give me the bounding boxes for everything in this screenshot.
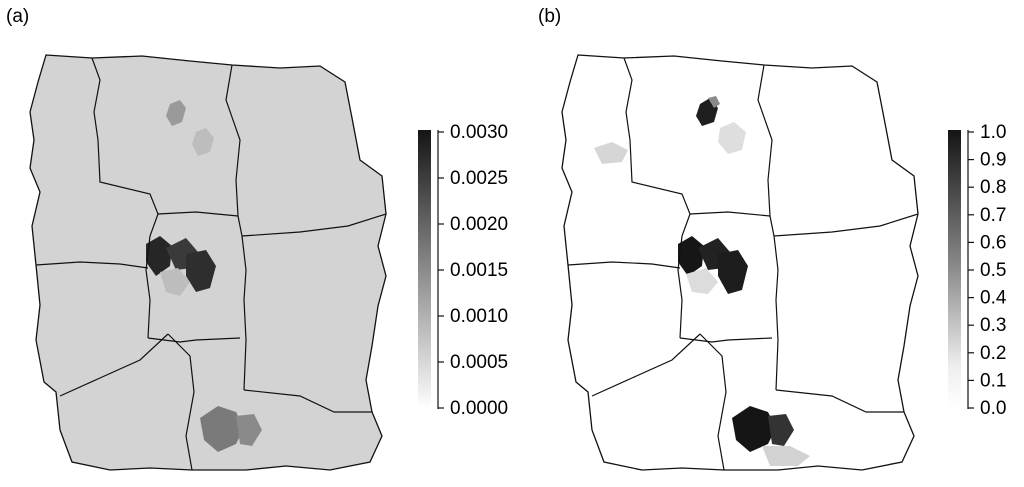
- panel-a-colorbar-tick-label: 0.0015: [450, 260, 508, 281]
- panel-b-colorbar-tick-label: 0.8: [980, 177, 1006, 198]
- panel-b: (b): [538, 6, 1007, 471]
- panel-b-label: (b): [538, 6, 561, 27]
- panel-a-colorbar: 0.0030 0.0025 0.0020 0.0015 0.0010 0.0005 0.00…: [418, 122, 508, 419]
- panel-b-hotspot-center: [678, 236, 748, 294]
- panel-a-colorbar-tick-label: 0.0030: [450, 122, 508, 143]
- panel-a-map: [29, 54, 387, 471]
- panel-b-colorbar: 1.0 0.9 0.8 0.7 0.6 0.5 0.4 0.3 0.2 0.1 0.0: [948, 122, 1007, 419]
- panel-b-colorbar-tick-label: 0.1: [980, 370, 1006, 391]
- panel-b-colorbar-tick-label: 0.2: [980, 343, 1006, 364]
- panel-b-colorbar-tick-label: 0.6: [980, 232, 1006, 253]
- panel-b-colorbar-tick-label: 0.0: [980, 398, 1006, 419]
- panel-a-colorbar-tick-label: 0.0000: [450, 398, 508, 419]
- panel-b-hotspot-south: [732, 406, 810, 466]
- panel-b-colorbar-tick-label: 0.7: [980, 205, 1006, 226]
- panel-a-colorbar-ramp: [418, 130, 431, 408]
- panel-a-hotspot-north: [166, 100, 214, 156]
- panel-b-colorbar-tick-label: 0.9: [980, 150, 1006, 171]
- panel-a-colorbar-tick-label: 0.0020: [450, 214, 508, 235]
- panel-b-colorbar-tick-label: 0.3: [980, 315, 1006, 336]
- panel-a-colorbar-tick-label: 0.0005: [450, 352, 508, 373]
- panel-a-colorbar-tick-label: 0.0025: [450, 168, 508, 189]
- panel-b-colorbar-tick-label: 0.4: [980, 288, 1007, 309]
- panel-a-colorbar-tick-label: 0.0010: [450, 306, 508, 327]
- panel-b-colorbar-tick-label: 0.5: [980, 260, 1006, 281]
- panel-b-colorbar-ramp: [948, 130, 961, 408]
- panel-b-map: [561, 54, 919, 471]
- panel-a-hotspot-center: [146, 236, 216, 296]
- panel-a-hotspot-south: [200, 406, 262, 452]
- panel-b-hotspot-north: [594, 96, 746, 164]
- panel-a-label: (a): [6, 6, 29, 27]
- panel-b-colorbar-tick-label: 1.0: [980, 122, 1006, 143]
